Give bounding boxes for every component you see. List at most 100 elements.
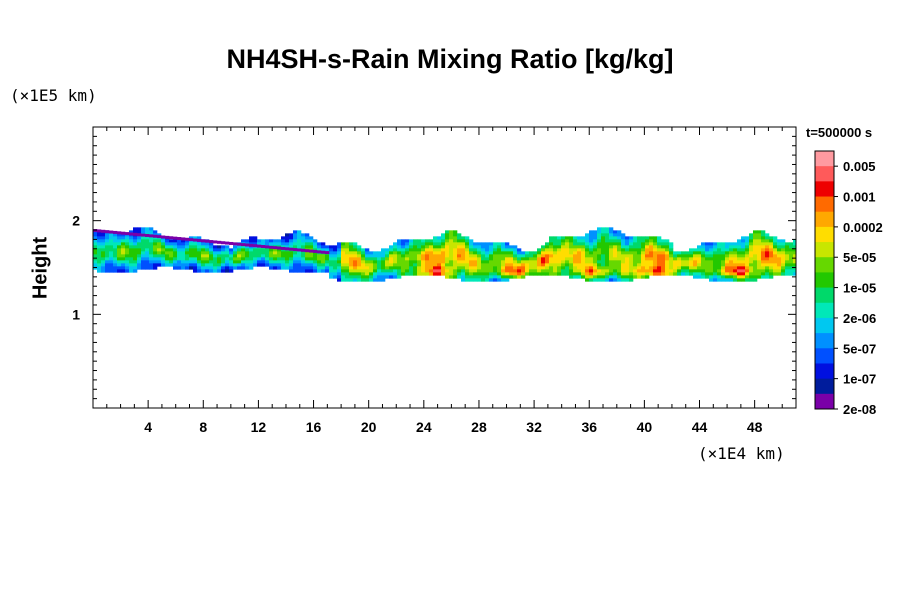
heatmap-cell bbox=[669, 242, 674, 246]
heatmap-cell bbox=[389, 275, 394, 279]
heatmap-cell bbox=[297, 248, 302, 252]
heatmap-cell bbox=[253, 251, 258, 255]
heatmap-cell bbox=[597, 254, 602, 258]
heatmap-cell bbox=[581, 269, 586, 273]
heatmap-cell bbox=[373, 278, 378, 282]
heatmap-cell bbox=[601, 236, 606, 240]
heatmap-cell bbox=[725, 269, 730, 273]
heatmap-cell bbox=[573, 263, 578, 267]
heatmap-cell bbox=[553, 242, 558, 246]
heatmap-cell bbox=[345, 260, 350, 264]
heatmap-cell bbox=[401, 239, 406, 243]
heatmap-cell bbox=[309, 254, 314, 258]
heatmap-cell bbox=[377, 278, 382, 282]
heatmap-cell bbox=[709, 251, 714, 255]
heatmap-cell bbox=[605, 263, 610, 267]
heatmap-cell bbox=[585, 242, 590, 246]
heatmap-cell bbox=[661, 257, 666, 261]
heatmap-cell bbox=[341, 245, 346, 249]
heatmap-cell bbox=[625, 272, 630, 276]
heatmap-cell bbox=[305, 245, 310, 249]
heatmap-cell bbox=[553, 239, 558, 243]
heatmap-cell bbox=[197, 251, 202, 255]
heatmap-cell bbox=[241, 257, 246, 261]
colorbar-swatch bbox=[815, 348, 834, 364]
heatmap-cell bbox=[513, 266, 518, 270]
colorbar-label: 0.0002 bbox=[843, 220, 883, 235]
heatmap-cell bbox=[249, 236, 254, 240]
heatmap-cell bbox=[157, 235, 162, 239]
heatmap-cell bbox=[309, 257, 314, 261]
heatmap-cell bbox=[329, 275, 334, 279]
heatmap-cell bbox=[581, 275, 586, 279]
heatmap-cell bbox=[413, 254, 418, 258]
heatmap-cell bbox=[501, 278, 506, 282]
heatmap-cell bbox=[741, 275, 746, 279]
heatmap-cell bbox=[301, 239, 306, 243]
heatmap-cell bbox=[289, 269, 294, 273]
heatmap-cell bbox=[629, 269, 634, 273]
heatmap-cell bbox=[461, 254, 466, 258]
heatmap-cell bbox=[181, 239, 186, 243]
heatmap-cell bbox=[781, 248, 786, 252]
heatmap-cell bbox=[349, 278, 354, 282]
heatmap-cell bbox=[133, 232, 138, 236]
heatmap-cell bbox=[557, 254, 562, 258]
heatmap-cell bbox=[569, 248, 574, 252]
heatmap-cell bbox=[209, 260, 214, 264]
heatmap-cell bbox=[237, 251, 242, 255]
heatmap-cell bbox=[301, 245, 306, 249]
heatmap-cell bbox=[717, 272, 722, 276]
heatmap-cell bbox=[145, 266, 150, 270]
heatmap-cell bbox=[605, 227, 610, 231]
heatmap-cell bbox=[557, 248, 562, 252]
heatmap-cell bbox=[245, 243, 250, 247]
heatmap-cell bbox=[209, 242, 214, 246]
heatmap-cell bbox=[589, 230, 594, 234]
heatmap-cell bbox=[121, 266, 126, 270]
heatmap-cell bbox=[425, 266, 430, 270]
heatmap-cell bbox=[153, 266, 158, 270]
colorbar-swatch bbox=[815, 302, 834, 319]
heatmap-cell bbox=[381, 272, 386, 276]
heatmap-cell bbox=[201, 263, 206, 267]
heatmap-cell bbox=[481, 272, 486, 276]
heatmap-cell bbox=[321, 260, 326, 264]
heatmap-cell bbox=[393, 245, 398, 249]
heatmap-cell bbox=[605, 266, 610, 270]
heatmap-cell bbox=[413, 245, 418, 249]
heatmap-cell bbox=[785, 254, 790, 258]
heatmap-cell bbox=[153, 234, 158, 238]
heatmap-cell bbox=[757, 263, 762, 267]
heatmap-cell bbox=[309, 269, 314, 273]
colorbar-swatch bbox=[815, 181, 834, 198]
heatmap-cell bbox=[481, 263, 486, 267]
heatmap-cell bbox=[117, 260, 122, 264]
heatmap-cell bbox=[677, 254, 682, 258]
heatmap-cell bbox=[689, 248, 694, 252]
heatmap-cell bbox=[709, 269, 714, 273]
heatmap-cell bbox=[97, 266, 102, 270]
heatmap-cell bbox=[561, 260, 566, 264]
heatmap-cell bbox=[337, 272, 342, 276]
heatmap-cell bbox=[769, 242, 774, 246]
heatmap-cell bbox=[449, 254, 454, 258]
heatmap-cell bbox=[573, 239, 578, 243]
heatmap-cell bbox=[213, 257, 218, 261]
heatmap-cell bbox=[417, 263, 422, 267]
heatmap-cell bbox=[177, 242, 182, 246]
heatmap-cell bbox=[557, 272, 562, 276]
heatmap-cell bbox=[117, 251, 122, 255]
heatmap-cell bbox=[413, 257, 418, 261]
heatmap-cell bbox=[197, 260, 202, 264]
heatmap-cell bbox=[173, 260, 178, 264]
heatmap-cell bbox=[621, 278, 626, 282]
heatmap-cell bbox=[417, 266, 422, 270]
heatmap-cell bbox=[97, 260, 102, 264]
heatmap-cell bbox=[657, 263, 662, 267]
heatmap-cell bbox=[669, 269, 674, 273]
heatmap-cell bbox=[485, 269, 490, 273]
heatmap-cell bbox=[621, 263, 626, 267]
heatmap-cell bbox=[409, 269, 414, 273]
heatmap-cell bbox=[421, 263, 426, 267]
